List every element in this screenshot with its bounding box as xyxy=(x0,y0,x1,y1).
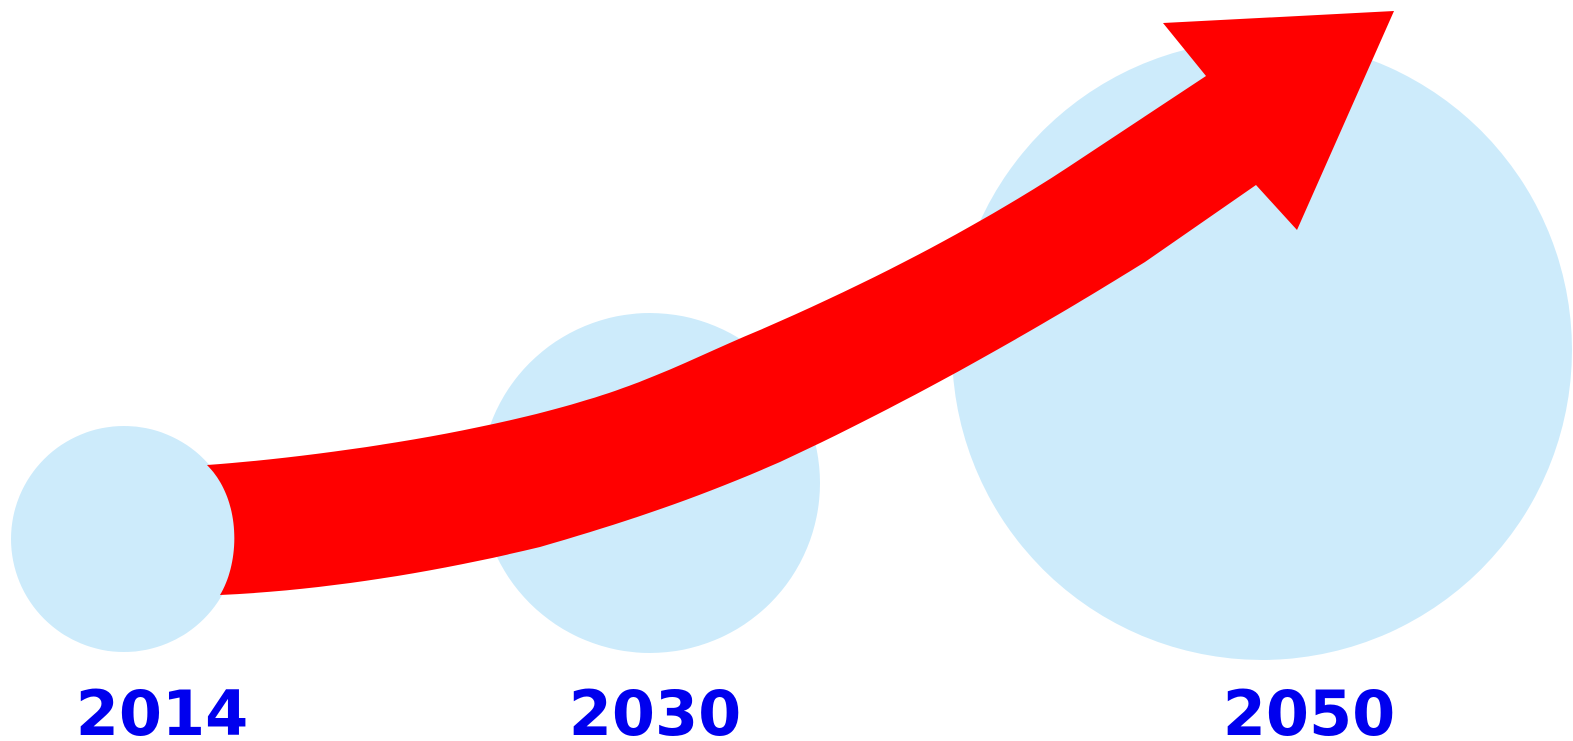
year-label-2050: 2050 xyxy=(1223,677,1396,741)
milestone-circle-2014 xyxy=(11,426,237,652)
year-label-2014: 2014 xyxy=(76,677,249,741)
year-label-2030: 2030 xyxy=(569,677,742,741)
growth-arrow xyxy=(207,11,1394,595)
